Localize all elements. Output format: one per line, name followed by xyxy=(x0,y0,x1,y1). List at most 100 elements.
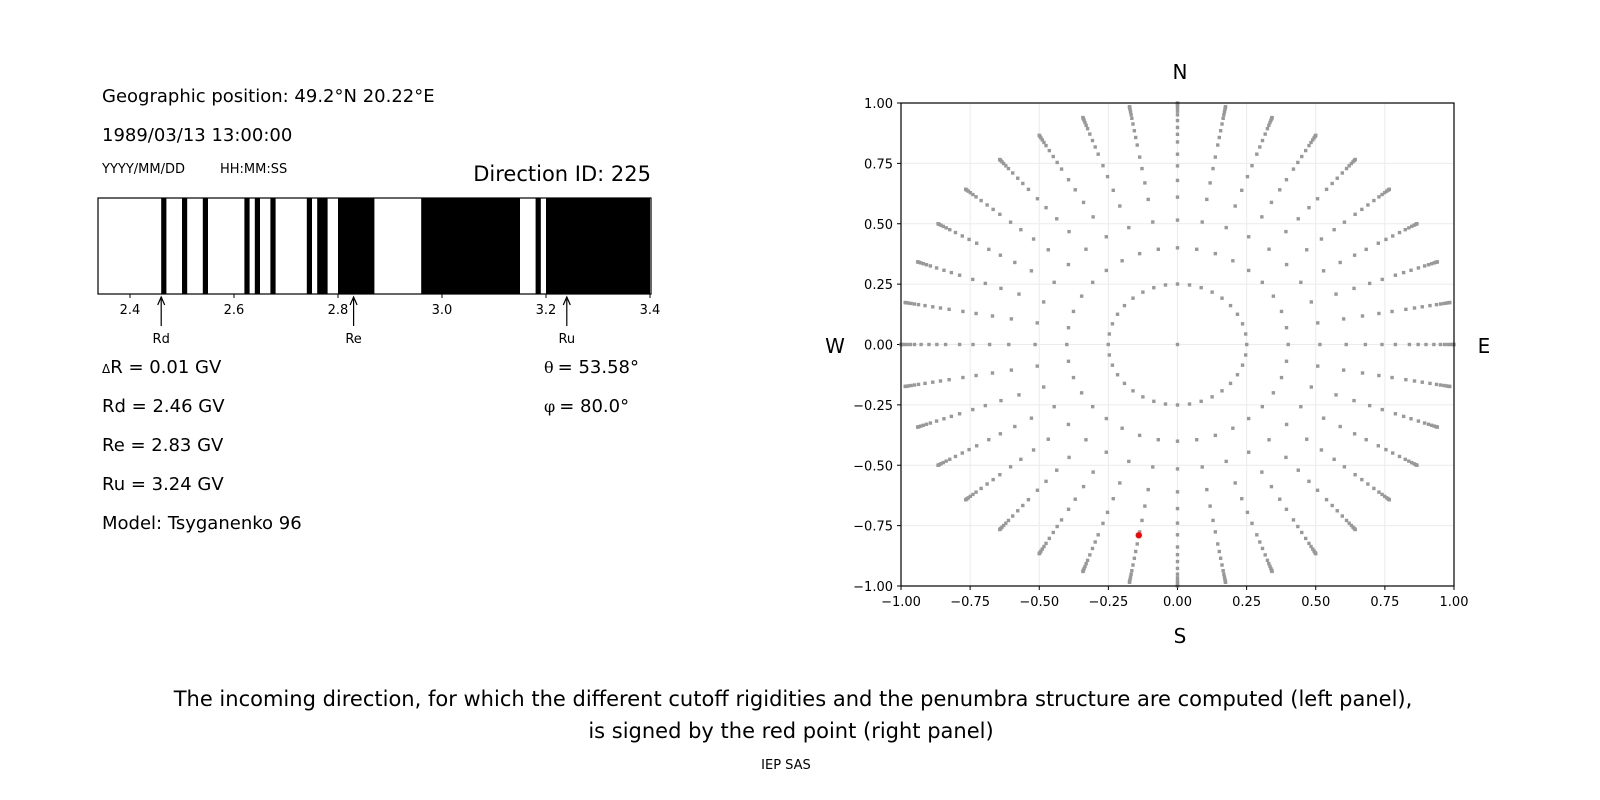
direction-point xyxy=(1073,188,1077,192)
direction-point xyxy=(1250,521,1254,526)
direction-point xyxy=(1444,384,1449,388)
direction-point xyxy=(1223,104,1228,109)
direction-point xyxy=(1051,530,1055,535)
direction-point xyxy=(1220,122,1224,126)
direction-point xyxy=(1291,167,1296,171)
direction-point xyxy=(1205,197,1209,202)
direction-point xyxy=(1435,260,1440,264)
direction-point xyxy=(1363,342,1368,347)
direction-point xyxy=(941,224,945,229)
direction-point xyxy=(1352,398,1356,403)
arrow-head-icon xyxy=(562,295,571,306)
direction-point xyxy=(1130,116,1134,121)
direction-point xyxy=(1141,395,1145,399)
direction-point xyxy=(1066,359,1071,363)
direction-point xyxy=(1081,484,1086,489)
direction-point xyxy=(1195,438,1199,442)
direction-point xyxy=(1360,477,1364,482)
direction-point xyxy=(903,300,907,305)
direction-point xyxy=(1216,143,1220,147)
direction-point xyxy=(1448,342,1453,347)
direction-point xyxy=(1324,187,1329,192)
direction-point xyxy=(1175,579,1180,583)
direction-point xyxy=(1260,470,1264,474)
direction-point xyxy=(1044,479,1048,484)
direction-point xyxy=(1037,133,1041,138)
direction-point xyxy=(1131,122,1135,126)
direction-point xyxy=(1175,282,1180,286)
direction-point xyxy=(1079,294,1084,298)
direction-point xyxy=(1416,419,1421,423)
direction-point xyxy=(1195,247,1199,251)
direction-point xyxy=(1415,463,1419,467)
direction-point xyxy=(1268,564,1272,569)
direction-point xyxy=(974,311,978,316)
direction-point xyxy=(1260,138,1265,143)
direction-point xyxy=(1307,479,1311,484)
direction-point xyxy=(1246,268,1251,273)
delta-symbol: Δ xyxy=(102,362,111,376)
direction-point xyxy=(1380,277,1384,282)
direction-point xyxy=(1151,220,1155,224)
direction-point xyxy=(1442,301,1446,306)
direction-point xyxy=(1380,407,1384,412)
direction-point xyxy=(1083,120,1087,125)
direction-point xyxy=(1269,484,1274,489)
direction-point xyxy=(1217,135,1221,140)
direction-point xyxy=(1175,132,1180,137)
direction-point xyxy=(1382,494,1387,499)
direction-point xyxy=(1341,368,1346,372)
direction-point xyxy=(1096,533,1100,537)
direction-point xyxy=(1210,395,1214,399)
direction-point xyxy=(1300,530,1304,535)
direction-point xyxy=(1129,113,1133,117)
direction-point xyxy=(1344,518,1349,523)
direction-point xyxy=(953,454,958,459)
direction-point xyxy=(1224,225,1228,230)
direction-point xyxy=(947,307,951,312)
direction-point xyxy=(1085,558,1090,563)
direction-point xyxy=(1265,126,1270,131)
direction-point xyxy=(1066,422,1071,427)
direction-point xyxy=(1407,226,1411,230)
direction-point xyxy=(1291,518,1296,522)
direction-point xyxy=(1397,454,1402,459)
direction-point xyxy=(908,342,913,347)
x-tick-label: 0.50 xyxy=(1301,595,1330,610)
direction-point xyxy=(1432,424,1436,428)
direction-point xyxy=(1111,188,1115,193)
direction-point xyxy=(1083,564,1087,569)
direction-point xyxy=(1106,342,1110,347)
direction-point xyxy=(1041,385,1046,389)
direction-point xyxy=(935,342,939,347)
direction-point xyxy=(1309,140,1313,145)
direction-point xyxy=(1107,332,1112,336)
direction-point xyxy=(1211,518,1215,523)
direction-point xyxy=(1307,541,1311,546)
direction-point xyxy=(1397,230,1402,235)
direction-point xyxy=(991,207,995,212)
direction-point xyxy=(912,302,917,306)
direction-point xyxy=(936,222,940,226)
direction-point xyxy=(1137,433,1142,438)
direction-point xyxy=(1006,518,1011,523)
direction-point xyxy=(1438,342,1443,347)
direction-point xyxy=(1093,145,1097,149)
direction-point xyxy=(906,384,911,388)
direction-point xyxy=(1391,234,1395,238)
direction-point xyxy=(1146,197,1150,202)
direction-point xyxy=(1347,164,1351,168)
theta-symbol: θ xyxy=(544,358,554,377)
direction-point xyxy=(1033,342,1037,347)
direction-point xyxy=(1438,302,1443,306)
direction-point xyxy=(1353,157,1357,162)
direction-point xyxy=(1279,375,1284,380)
direction-point xyxy=(1021,503,1025,508)
direction-point xyxy=(923,303,927,308)
time-format-label: HH:MM:SS xyxy=(220,162,287,177)
direction-point xyxy=(1235,312,1240,316)
direction-point xyxy=(927,342,931,347)
credit: IEP SAS xyxy=(761,758,811,773)
direction-point xyxy=(1364,247,1368,252)
direction-point xyxy=(1231,259,1235,263)
